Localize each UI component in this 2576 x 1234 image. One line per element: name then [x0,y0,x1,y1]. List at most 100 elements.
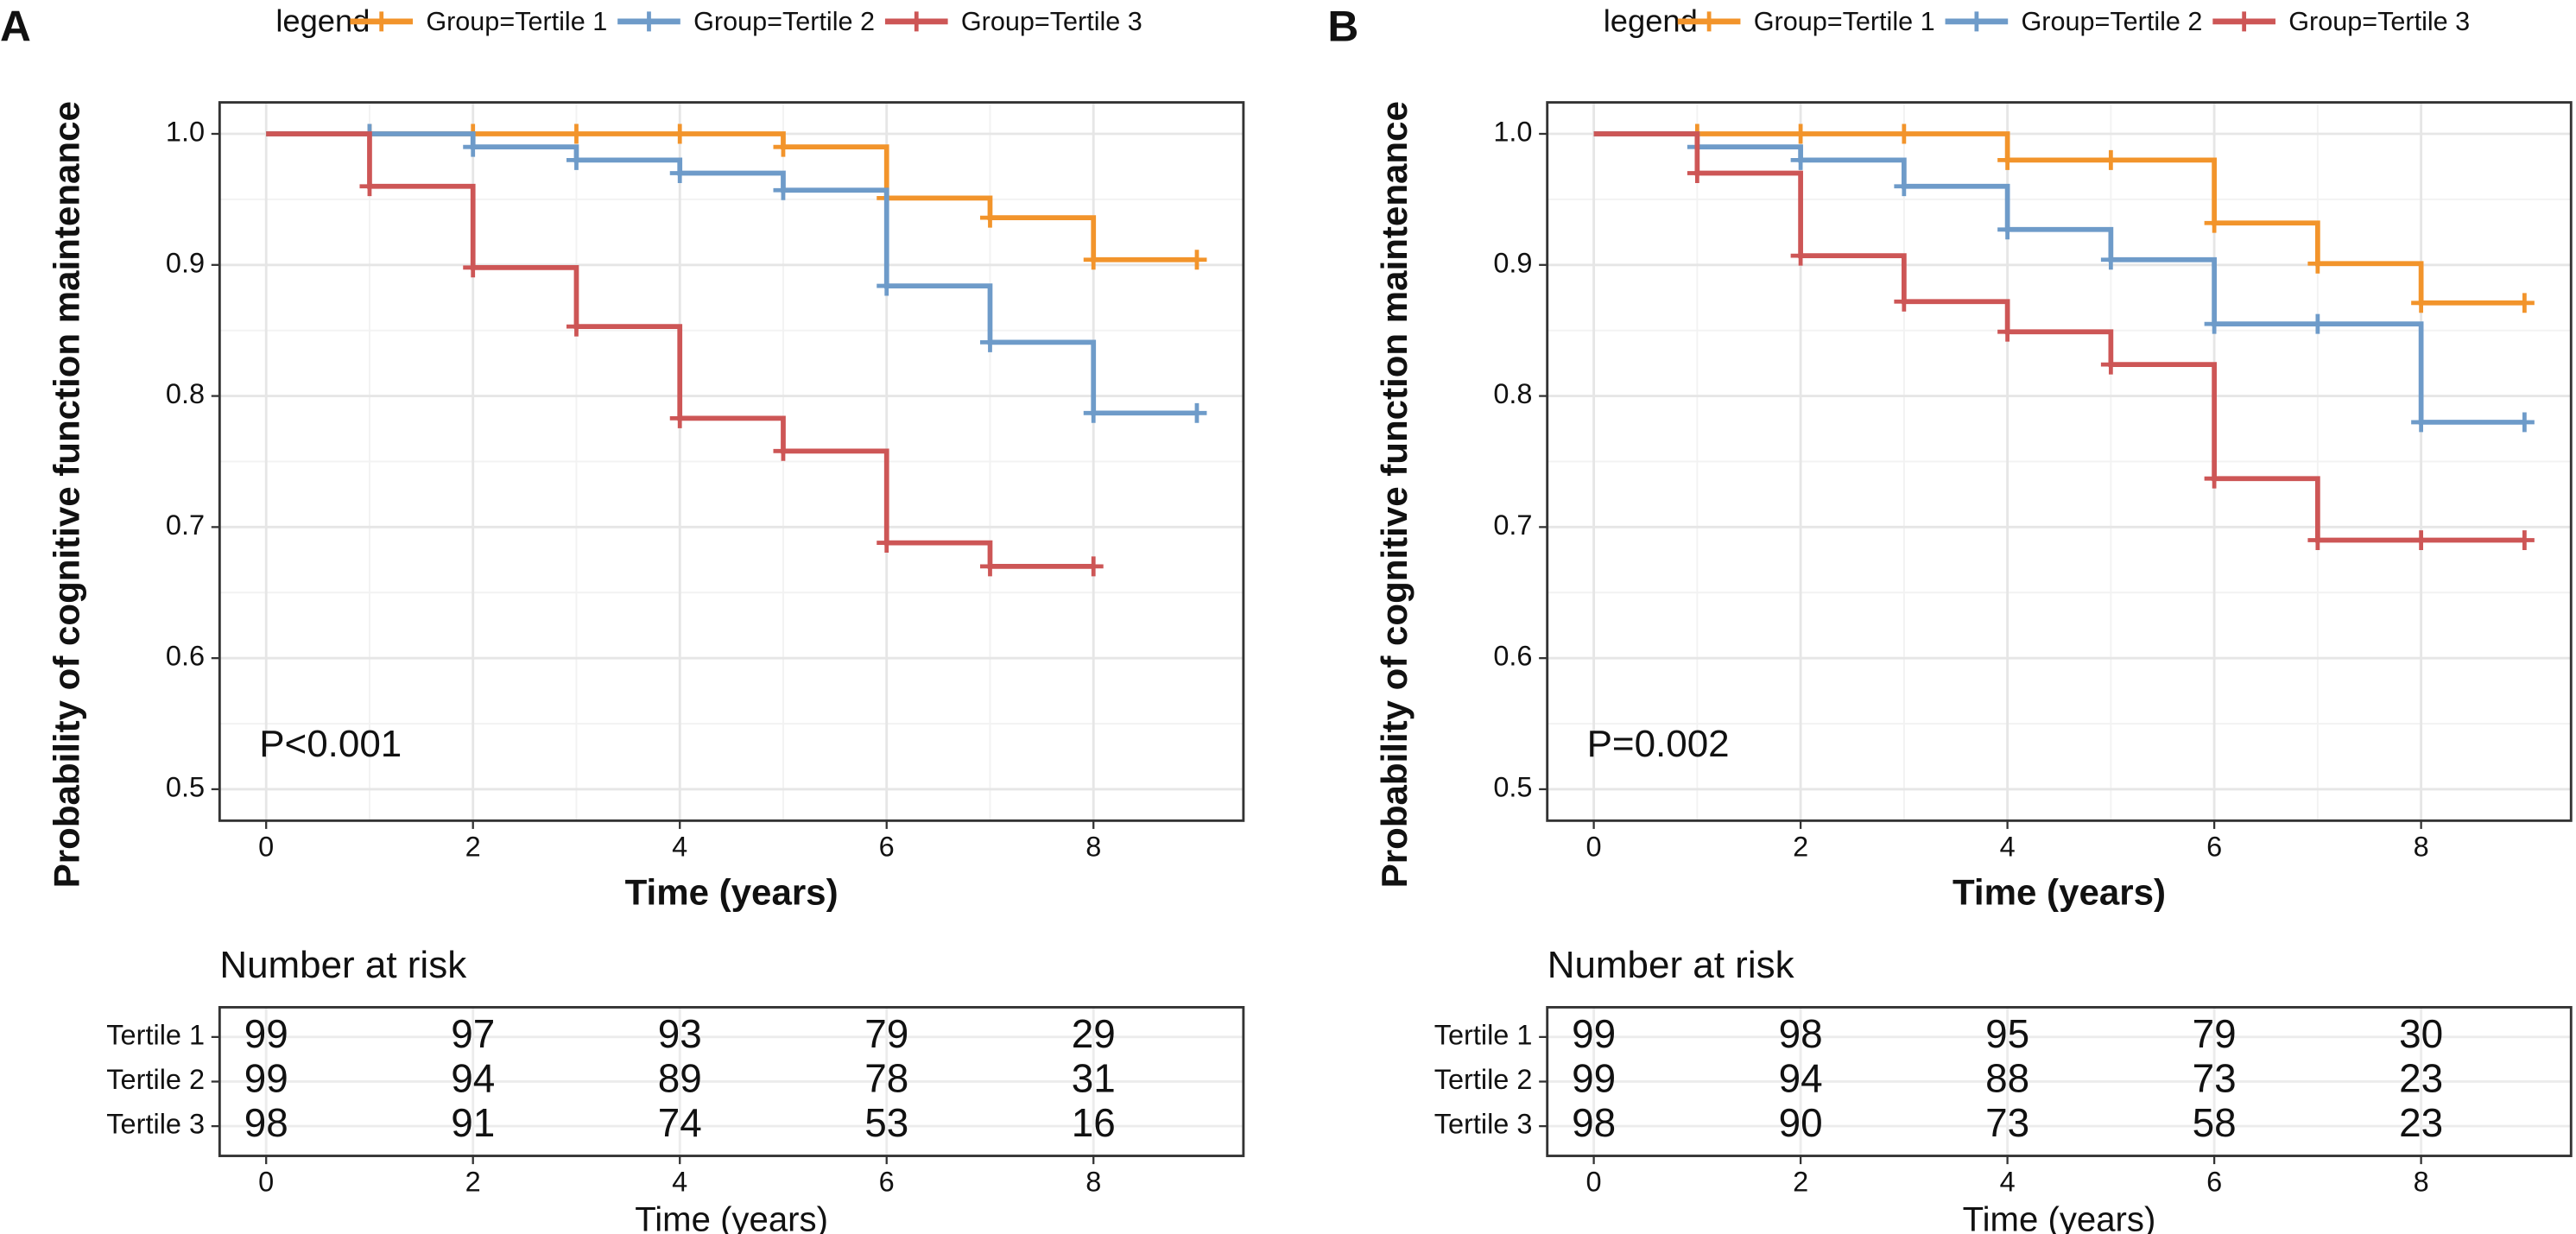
censor-mark [2411,293,2432,313]
y-tick-label: 0.5 [1493,772,1532,803]
y-tick-label: 0.9 [1493,247,1532,278]
risk-value: 78 [864,1056,908,1101]
x-tick-label: 2 [1793,831,1808,862]
risk-value: 79 [2193,1011,2237,1056]
censor-mark [1187,250,1207,270]
x-tick-label: 0 [1586,1167,1602,1198]
legend-swatch-mark [1699,11,1719,32]
x-tick-label: 0 [258,831,274,862]
y-tick-label: 0.8 [166,378,205,409]
censor-mark [1790,149,1811,170]
censor-mark [1083,556,1104,577]
censor-mark [2100,149,2121,170]
x-axis-label: Time (years) [625,872,839,913]
censor-mark [566,316,586,337]
x-tick-label: 2 [1793,1167,1808,1198]
censor-mark [877,533,897,554]
risk-value: 23 [2399,1100,2443,1145]
risk-value: 31 [1072,1056,1116,1101]
x-tick-label: 6 [879,1167,895,1198]
censor-mark [1894,176,1915,197]
y-tick-label: 0.6 [166,641,205,672]
risk-row-label: Tertile 3 [106,1109,205,1140]
censor-mark [1997,321,2018,342]
legend-label: Group=Tertile 1 [426,7,607,36]
legend-swatch-mark [1966,11,1987,32]
x-axis-label: Time (years) [1963,1200,2156,1234]
y-tick-label: 1.0 [166,117,205,148]
risk-value: 99 [244,1056,288,1101]
censor-mark [669,123,690,144]
risk-row-label: Tertile 2 [1434,1064,1533,1095]
censor-mark [2514,293,2535,313]
censor-mark [463,136,484,157]
y-tick-label: 0.7 [1493,509,1532,541]
censor-mark [980,207,1000,228]
y-tick-label: 0.8 [1493,378,1532,409]
survival-curve [1593,131,2525,306]
x-tick-label: 8 [1085,831,1101,862]
censor-mark [773,180,794,200]
risk-value: 99 [244,1011,288,1056]
risk-value: 53 [864,1100,908,1145]
x-tick-label: 4 [2000,831,2016,862]
censor-mark [2514,412,2535,433]
risk-row-label: Tertile 1 [1434,1019,1533,1050]
x-tick-label: 4 [672,831,687,862]
risk-value: 98 [244,1100,288,1145]
censor-mark [1790,245,1811,266]
x-tick-label: 4 [2000,1167,2016,1198]
survival-curve [1593,131,2525,543]
risk-value: 58 [2193,1100,2237,1145]
x-tick-label: 0 [1586,831,1602,862]
censor-mark [2204,313,2225,334]
censor-mark [2204,468,2225,489]
risk-value: 90 [1779,1100,1823,1145]
risk-value: 74 [658,1100,702,1145]
censor-mark [1894,291,1915,312]
risk-row-label: Tertile 2 [106,1064,205,1095]
risk-value: 94 [1779,1056,1823,1101]
censor-mark [773,440,794,461]
censor-mark [2100,250,2121,270]
censor-mark [1083,250,1104,270]
risk-table-title: Number at risk [1547,944,1795,986]
risk-value: 16 [1072,1100,1116,1145]
censor-mark [980,332,1000,352]
legend-label: Group=Tertile 2 [2022,7,2203,36]
risk-value: 95 [1985,1011,2029,1056]
x-tick-label: 8 [1085,1167,1101,1198]
y-tick-label: 0.6 [1493,641,1532,672]
x-axis-label: Time (years) [1953,872,2166,913]
y-tick-label: 0.7 [166,509,205,541]
censor-mark [359,176,380,197]
x-tick-label: 4 [672,1167,687,1198]
x-tick-label: 2 [465,1167,481,1198]
panel-label: B [1327,3,1358,51]
annotation: P=0.002 [1587,723,1730,765]
risk-value: 99 [1572,1011,1616,1056]
panel-label: A [0,3,31,51]
censor-mark [566,123,586,144]
censor-mark [1083,402,1104,423]
censor-mark [1894,123,1915,144]
risk-value: 29 [1072,1011,1116,1056]
legend-swatch-mark [639,11,659,32]
risk-value: 93 [658,1011,702,1056]
plot-border [218,101,1245,822]
censor-mark [2307,313,2328,334]
risk-value: 89 [658,1056,702,1101]
censor-mark [980,556,1000,577]
censor-mark [1790,123,1811,144]
legend-swatch-mark [2234,11,2255,32]
censor-mark [877,275,897,296]
censor-mark [1997,149,2018,170]
y-tick-label: 1.0 [1493,117,1532,148]
risk-value: 23 [2399,1056,2443,1101]
x-axis-label: Time (years) [635,1200,828,1234]
censor-mark [2307,530,2328,551]
censor-mark [2204,212,2225,233]
censor-mark [2411,530,2432,551]
